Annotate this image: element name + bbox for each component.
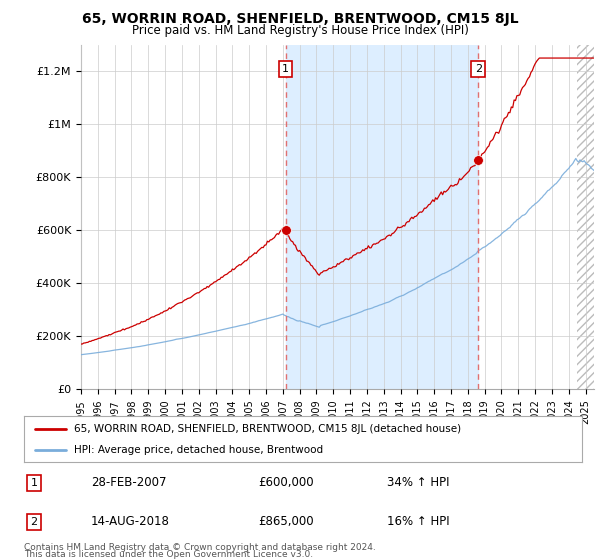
Bar xyxy=(286,45,478,389)
Text: 1: 1 xyxy=(282,64,289,74)
Text: 28-FEB-2007: 28-FEB-2007 xyxy=(91,476,166,489)
Text: 1: 1 xyxy=(31,478,38,488)
Text: Price paid vs. HM Land Registry's House Price Index (HPI): Price paid vs. HM Land Registry's House … xyxy=(131,24,469,37)
Text: 2: 2 xyxy=(475,64,482,74)
Text: £600,000: £600,000 xyxy=(259,476,314,489)
Text: 14-AUG-2018: 14-AUG-2018 xyxy=(91,515,170,528)
Bar xyxy=(577,45,596,389)
Text: 16% ↑ HPI: 16% ↑ HPI xyxy=(387,515,449,528)
Text: 34% ↑ HPI: 34% ↑ HPI xyxy=(387,476,449,489)
Text: 65, WORRIN ROAD, SHENFIELD, BRENTWOOD, CM15 8JL: 65, WORRIN ROAD, SHENFIELD, BRENTWOOD, C… xyxy=(82,12,518,26)
Text: 65, WORRIN ROAD, SHENFIELD, BRENTWOOD, CM15 8JL (detached house): 65, WORRIN ROAD, SHENFIELD, BRENTWOOD, C… xyxy=(74,424,461,434)
Text: £865,000: £865,000 xyxy=(259,515,314,528)
Bar xyxy=(577,45,596,389)
Text: This data is licensed under the Open Government Licence v3.0.: This data is licensed under the Open Gov… xyxy=(24,550,313,559)
Text: 2: 2 xyxy=(31,517,38,526)
Text: HPI: Average price, detached house, Brentwood: HPI: Average price, detached house, Bren… xyxy=(74,445,323,455)
Text: Contains HM Land Registry data © Crown copyright and database right 2024.: Contains HM Land Registry data © Crown c… xyxy=(24,543,376,552)
